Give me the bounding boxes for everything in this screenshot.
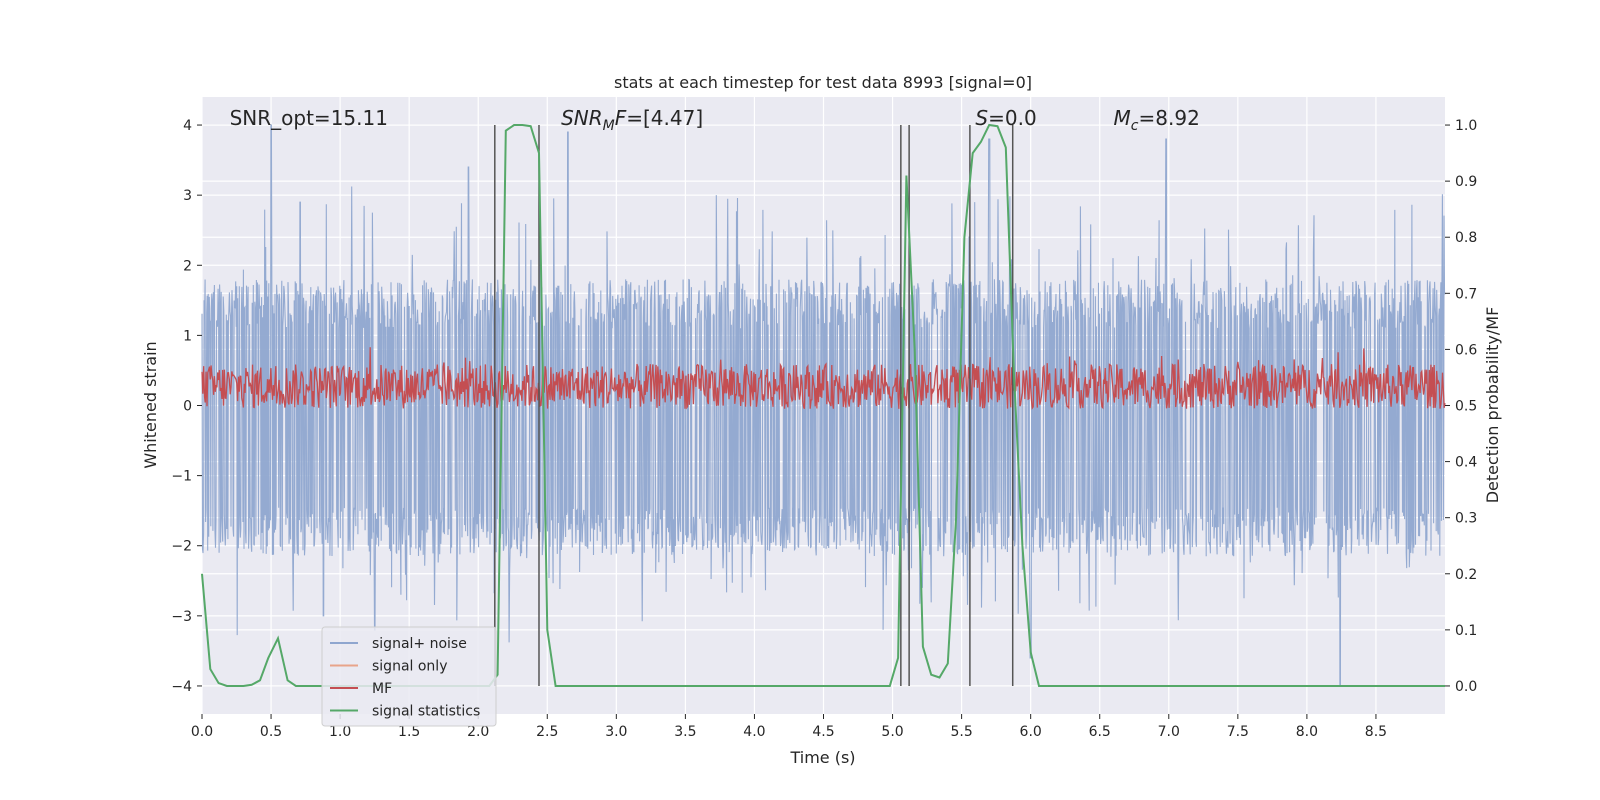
- annotation-part: c: [1131, 118, 1139, 134]
- x-tick-label: 5.5: [950, 724, 972, 740]
- mf-series: [201, 347, 1446, 410]
- legend: signal+ noise signal only MF signal statist…: [321, 626, 497, 727]
- x-tick-label: 3.0: [605, 724, 627, 740]
- y-tick-label: 1: [183, 328, 192, 344]
- x-tick-label: 2.5: [536, 724, 558, 740]
- x-tick-label: 1.0: [329, 724, 351, 740]
- y-tick-label: 4: [183, 118, 192, 134]
- y-axis-label: Whitened strain: [141, 341, 160, 468]
- y-tick-label: −3: [171, 609, 192, 625]
- y2-tick-label: 0.0: [1455, 679, 1477, 695]
- x-tick-label: 0.0: [191, 724, 213, 740]
- legend-label: signal statistics: [372, 704, 480, 720]
- legend-label: signal+ noise: [372, 636, 467, 652]
- y-tick-label: 3: [183, 188, 192, 204]
- annotation-part: =[4.47]: [626, 106, 703, 130]
- y2-tick-label: 0.6: [1455, 342, 1477, 358]
- x-tick-label: 6.5: [1089, 724, 1111, 740]
- signal-statistics-series: [201, 123, 1445, 687]
- y2-tick-label: 0.2: [1455, 567, 1477, 583]
- x-tick-label: 3.5: [674, 724, 696, 740]
- annotation-part: =8.92: [1139, 106, 1200, 130]
- y2-tick-label: 0.7: [1455, 286, 1477, 302]
- annotation-chirp-mass: Mc=8.92: [1114, 106, 1200, 134]
- legend-box: [321, 626, 497, 727]
- annotation-part: M: [603, 118, 615, 134]
- annotation-part: M: [1114, 106, 1131, 130]
- y2-tick-label: 1.0: [1455, 118, 1477, 134]
- x-tick-label: 4.0: [743, 724, 765, 740]
- annotation-part: SNR: [561, 106, 603, 130]
- y-tick-label: 0: [183, 399, 192, 415]
- annotation-snr-opt: SNR_opt=15.11: [230, 106, 388, 130]
- chart-title: stats at each timestep for test data 899…: [614, 73, 1032, 92]
- legend-label: MF: [372, 681, 392, 697]
- y-tick-label: −2: [171, 539, 192, 555]
- y2-axis-label: Detection probability/MF: [1483, 307, 1502, 504]
- vertical-markers: [494, 125, 1014, 686]
- y-tick-label: 2: [183, 258, 192, 274]
- y2-tick-label: 0.1: [1455, 623, 1477, 639]
- y2-tick-label: 0.5: [1455, 399, 1477, 415]
- x-tick-label: 8.0: [1296, 724, 1318, 740]
- y2-tick-label: 0.3: [1455, 511, 1477, 527]
- annotations: SNR_opt=15.11 SNRMF=[4.47] S=0.0 Mc=8.92: [230, 106, 1200, 134]
- x-tick-label: 8.5: [1365, 724, 1387, 740]
- x-tick-label: 2.0: [467, 724, 489, 740]
- signal-statistics-trace: [201, 123, 1445, 687]
- x-tick-label: 7.5: [1227, 724, 1249, 740]
- x-tick-label: 7.0: [1158, 724, 1180, 740]
- x-tick-label: 1.5: [398, 724, 420, 740]
- y2-tick-label: 0.8: [1455, 230, 1477, 246]
- legend-entries: signal+ noise signal only MF signal statist…: [330, 636, 480, 720]
- y2-tick-label: 0.9: [1455, 174, 1477, 190]
- legend-label: signal only: [372, 659, 447, 675]
- y-axis-ticks: 4 3 2 1 0 −1 −2 −3 −4: [171, 118, 202, 695]
- x-tick-label: 4.5: [812, 724, 834, 740]
- y2-tick-label: 0.4: [1455, 455, 1477, 471]
- annotation-part: =0.0: [988, 106, 1037, 130]
- x-tick-label: 0.5: [260, 724, 282, 740]
- y-tick-label: −4: [171, 679, 192, 695]
- x-axis-label: Time (s): [789, 748, 855, 767]
- noise-trace: [201, 124, 1446, 687]
- annotation-s-value: S=0.0: [975, 106, 1036, 130]
- noise-series: [201, 124, 1446, 687]
- y-tick-label: −1: [171, 469, 192, 485]
- annotation-snr-mf: SNRMF=[4.47]: [561, 106, 703, 134]
- mf-trace: [201, 347, 1446, 410]
- x-tick-label: 6.0: [1020, 724, 1042, 740]
- y2-axis-ticks: 1.0 0.9 0.8 0.7 0.6 0.5 0.4 0.3 0.2 0.1 0.0: [1445, 118, 1477, 695]
- annotation-part: SNR_opt=15.11: [230, 106, 388, 130]
- annotation-part: F: [615, 106, 627, 130]
- x-axis-ticks: 0.0 0.5 1.0 1.5 2.0 2.5 3.0 3.5 4.0 4.5 5.0 5.5 6.0 6…: [191, 714, 1387, 740]
- annotation-part: S: [975, 106, 988, 130]
- x-tick-label: 5.0: [881, 724, 903, 740]
